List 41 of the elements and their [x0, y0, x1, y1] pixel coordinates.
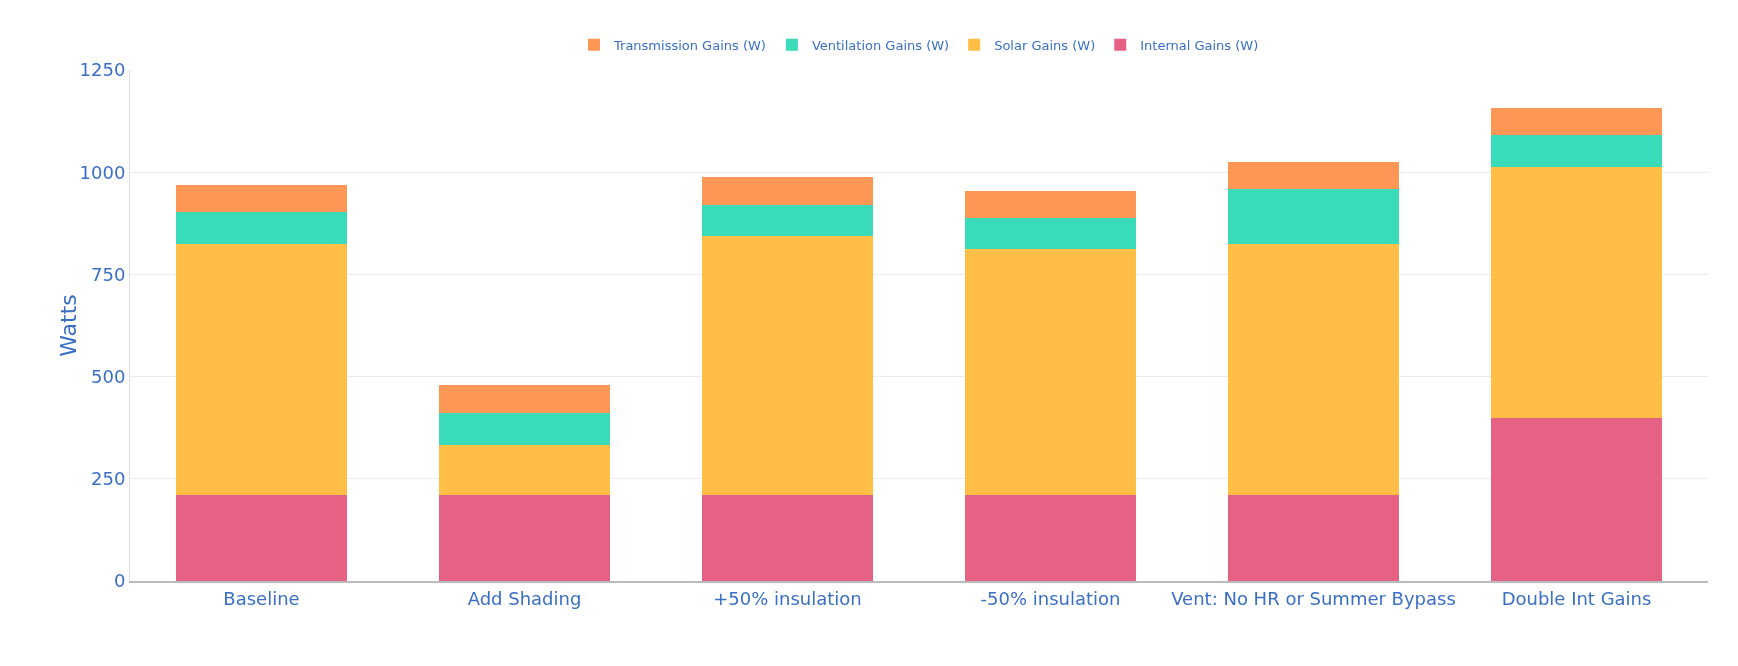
- bar: [965, 495, 1136, 581]
- y-tick-label: 0: [113, 570, 126, 592]
- y-axis-title: Watts: [56, 294, 81, 357]
- bar: [1491, 134, 1662, 167]
- bar: [439, 412, 610, 445]
- bar: [1491, 418, 1662, 581]
- y-tick-label: 500: [91, 365, 126, 387]
- legend-label: Internal Gains (W): [1140, 37, 1259, 53]
- y-tick-label: 1000: [79, 161, 126, 183]
- bar: [439, 495, 610, 581]
- bar: [1228, 189, 1399, 245]
- bar: [176, 211, 347, 245]
- bar: [965, 190, 1136, 219]
- bar: [1491, 166, 1662, 419]
- legend-label: Ventilation Gains (W): [811, 37, 950, 53]
- bar: [1228, 244, 1399, 496]
- bar: [1228, 495, 1399, 581]
- bar: [439, 384, 610, 413]
- bar: [176, 244, 347, 496]
- x-tick-label: -50% insulation: [980, 587, 1121, 609]
- legend-label: Transmission Gains (W): [613, 37, 766, 53]
- bar: [702, 177, 873, 205]
- y-tick-label: 750: [91, 263, 126, 285]
- x-tick-label: Double Int Gains: [1501, 587, 1652, 609]
- x-tick-label: Add Shading: [467, 587, 582, 609]
- bar: [176, 184, 347, 212]
- bar: [176, 495, 347, 581]
- bar: [439, 444, 610, 496]
- bar: [702, 236, 873, 496]
- x-tick-label: +50% insulation: [713, 587, 862, 609]
- y-tick-label: 1250: [79, 59, 126, 81]
- x-tick-label: Baseline: [223, 587, 300, 609]
- bar: [702, 204, 873, 237]
- x-tick-label: Vent: No HR or Summer Bypass: [1171, 587, 1456, 609]
- bar: [965, 218, 1136, 250]
- bar: [965, 249, 1136, 496]
- y-tick-label: 250: [91, 468, 126, 490]
- bar: [1491, 108, 1662, 135]
- legend-label: Solar Gains (W): [994, 37, 1096, 53]
- bar: [702, 495, 873, 581]
- bar: [1228, 161, 1399, 190]
